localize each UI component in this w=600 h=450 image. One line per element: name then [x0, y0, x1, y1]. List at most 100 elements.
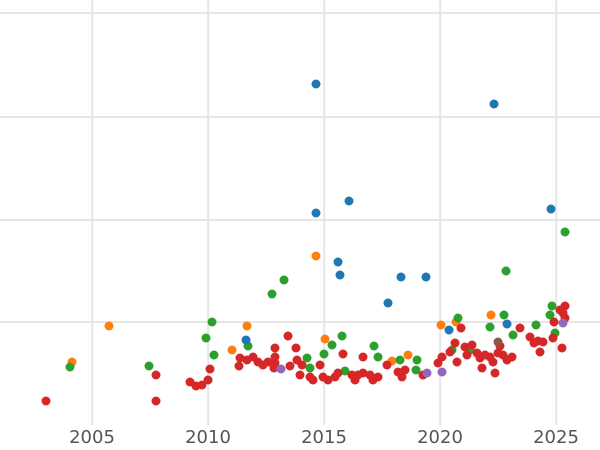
data-point-red [393, 367, 403, 377]
data-point-red [507, 352, 517, 362]
data-point-red [253, 357, 263, 367]
data-point-red [495, 341, 505, 351]
data-point-green [302, 353, 312, 363]
data-point-green [207, 317, 217, 327]
data-point-red [475, 353, 485, 363]
data-point-red [535, 347, 545, 357]
data-point-red [452, 357, 462, 367]
data-point-blue [383, 298, 393, 308]
data-point-blue [546, 204, 556, 214]
data-point-red [291, 343, 301, 353]
data-point-red [533, 336, 543, 346]
data-point-orange [242, 321, 252, 331]
data-point-red [203, 375, 213, 385]
data-point-orange [311, 251, 321, 261]
data-point-red [480, 350, 490, 360]
data-point-red [270, 358, 280, 368]
data-point-purple [422, 368, 432, 378]
data-point-blue [502, 319, 512, 329]
horizontal-gridline [0, 219, 600, 221]
data-point-red [297, 360, 307, 370]
x-axis-tick-label: 2025 [533, 427, 579, 448]
data-point-red [538, 337, 548, 347]
data-point-red [433, 358, 443, 368]
data-point-red [467, 340, 477, 350]
data-point-green [201, 333, 211, 343]
data-point-green [499, 310, 509, 320]
data-point-red [318, 372, 328, 382]
data-point-red [400, 365, 410, 375]
data-point-green [560, 227, 570, 237]
data-point-green [337, 331, 347, 341]
data-point-red [41, 396, 51, 406]
data-point-red [347, 370, 357, 380]
data-point-red [197, 380, 207, 390]
data-point-blue [444, 325, 454, 335]
data-point-red [557, 343, 567, 353]
data-point-orange [387, 356, 397, 366]
data-point-green [144, 361, 154, 371]
data-point-red [151, 370, 161, 380]
x-axis-tick-label: 2005 [69, 427, 115, 448]
data-point-green [65, 362, 75, 372]
data-point-green [209, 350, 219, 360]
data-point-red [373, 372, 383, 382]
data-point-red [151, 396, 161, 406]
data-point-red [315, 360, 325, 370]
data-point-red [445, 347, 455, 357]
data-point-red [462, 350, 472, 360]
data-point-green [319, 349, 329, 359]
data-point-red [437, 352, 447, 362]
data-point-blue [421, 272, 431, 282]
data-point-orange [486, 310, 496, 320]
data-point-red [358, 368, 368, 378]
horizontal-gridline [0, 321, 600, 323]
vertical-gridline [439, 0, 441, 425]
data-point-red [353, 370, 363, 380]
data-point-orange [104, 321, 114, 331]
data-point-red [350, 375, 360, 385]
vertical-gridline [555, 0, 557, 425]
data-point-green [485, 322, 495, 332]
data-point-green [373, 352, 383, 362]
data-point-orange [320, 334, 330, 344]
data-point-red [477, 363, 487, 373]
data-point-green [279, 275, 289, 285]
data-point-red [493, 348, 503, 358]
data-point-blue [344, 196, 354, 206]
data-point-red [308, 375, 318, 385]
vertical-gridline [91, 0, 93, 425]
x-axis-tick-label: 2020 [417, 427, 463, 448]
data-point-red [270, 352, 280, 362]
data-point-green [465, 345, 475, 355]
data-point-green [305, 363, 315, 373]
data-point-green [501, 266, 511, 276]
x-axis-tick-label: 2015 [301, 427, 347, 448]
data-point-red [234, 361, 244, 371]
data-point-red [323, 375, 333, 385]
data-point-red [397, 372, 407, 382]
data-point-green [453, 313, 463, 323]
data-point-red [488, 357, 498, 367]
data-point-green [267, 289, 277, 299]
data-point-red [258, 360, 268, 370]
data-point-blue [311, 208, 321, 218]
data-point-blue [333, 257, 343, 267]
data-point-red [560, 301, 570, 311]
vertical-gridline [323, 0, 325, 425]
data-point-red [263, 357, 273, 367]
data-point-red [549, 317, 559, 327]
data-point-blue [311, 79, 321, 89]
data-point-green [411, 365, 421, 375]
data-point-red [333, 368, 343, 378]
data-point-red [472, 348, 482, 358]
data-point-red [191, 381, 201, 391]
data-point-red [365, 370, 375, 380]
data-point-green [508, 330, 518, 340]
data-point-red [382, 360, 392, 370]
horizontal-gridline [0, 116, 600, 118]
data-point-orange [67, 357, 77, 367]
data-point-blue [335, 270, 345, 280]
data-point-orange [403, 350, 413, 360]
